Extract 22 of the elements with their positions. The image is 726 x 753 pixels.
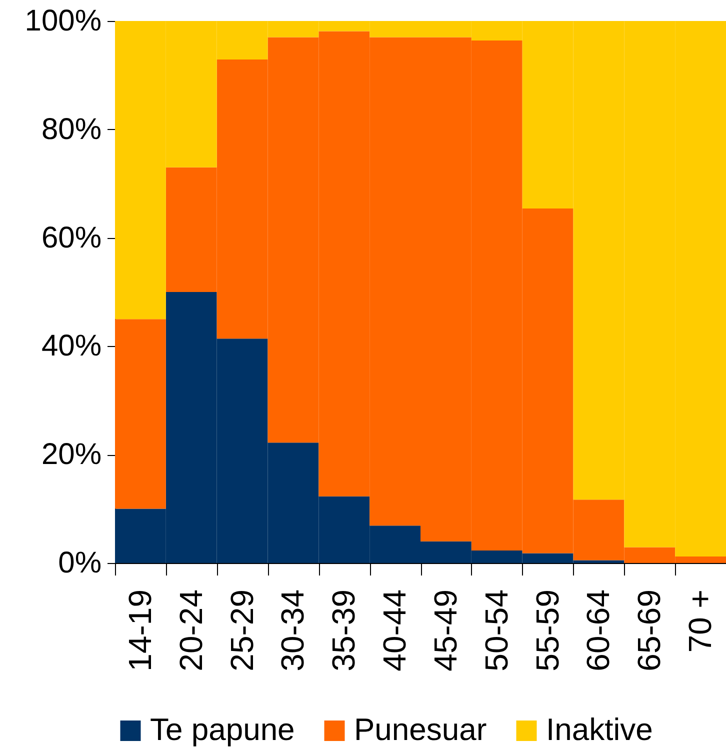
y-tick-label: 40%	[41, 330, 102, 363]
legend-label: Te papune	[150, 712, 295, 747]
x-tick-label: 35-39	[326, 590, 362, 672]
x-tick-label: 50-54	[478, 590, 514, 672]
x-tick-label: 60-64	[580, 590, 616, 672]
x-tick-label: 20-24	[172, 590, 209, 672]
x-tick-label: 14-19	[122, 590, 158, 672]
y-tick-label: 100%	[24, 4, 102, 38]
x-tick-label: 70 +	[682, 590, 718, 653]
x-tick-label: 30-34	[274, 590, 311, 672]
y-tick-label: 20%	[41, 438, 102, 472]
x-tick-label: 45-49	[427, 590, 464, 672]
legend-label: Punesuar	[354, 712, 487, 747]
bar	[115, 319, 166, 509]
x-tick-label: 65-69	[631, 590, 668, 672]
x-tick-label: 55-59	[529, 590, 566, 672]
y-tick-label: 60%	[41, 221, 102, 254]
y-tick-label: 80%	[41, 112, 102, 146]
x-tick-label: 40-44	[376, 590, 413, 672]
y-tick-label: 0%	[58, 546, 102, 580]
x-tick-label: 25-29	[224, 590, 260, 672]
legend-label: Inaktive	[546, 712, 653, 747]
